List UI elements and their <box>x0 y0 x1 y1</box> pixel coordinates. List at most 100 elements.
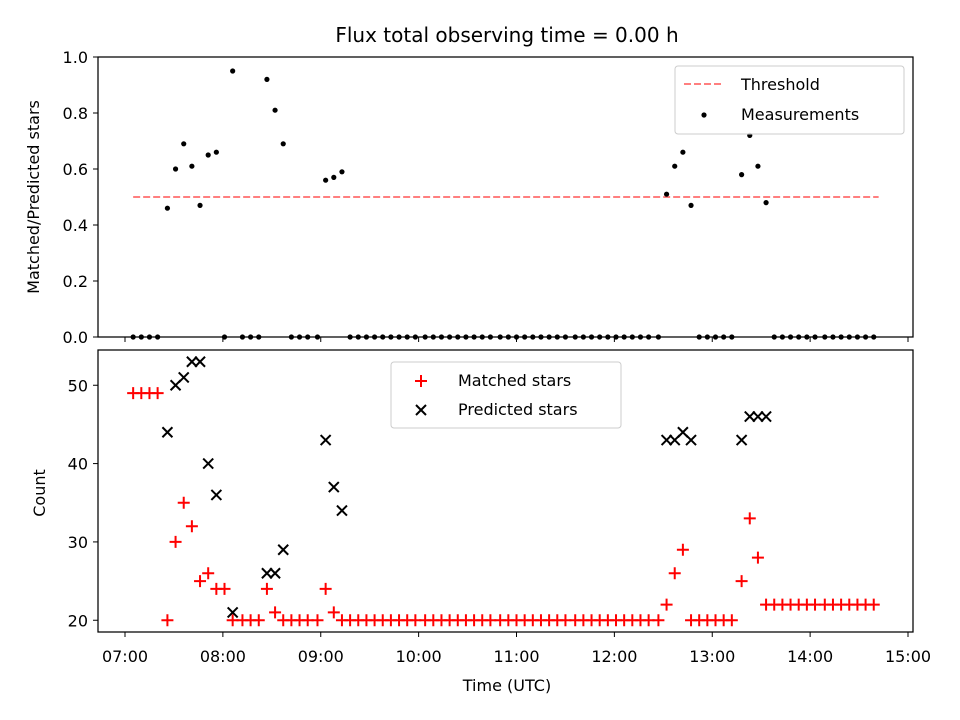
predicted-star-point <box>735 434 748 446</box>
matched-star-point <box>668 567 681 580</box>
predicted-star-point <box>194 356 206 368</box>
measurement-point <box>264 76 270 82</box>
matched-star-point <box>319 582 332 595</box>
legend-predicted-label: Predicted stars <box>458 400 578 419</box>
predicted-star-point <box>660 434 673 446</box>
matched-star-point <box>269 606 282 619</box>
bottom-y-ticks: 20 30 40 50 <box>68 376 98 630</box>
legend-measurements-swatch <box>701 112 707 118</box>
predicted-star-point <box>685 434 697 446</box>
top-y-tick-label: 0.0 <box>63 328 88 347</box>
measurement-point <box>189 163 195 169</box>
predicted-star-point <box>261 567 273 579</box>
predicted-star-point <box>178 371 190 384</box>
measurement-point <box>197 202 203 208</box>
matched-star-point <box>676 543 689 556</box>
matched-star-point <box>735 575 748 588</box>
measurement-point <box>688 202 694 208</box>
bottom-x-tick-label: 10:00 <box>396 647 442 666</box>
matched-star-point <box>751 551 764 564</box>
bottom-y-axis-label: Count <box>30 469 49 517</box>
legend-matched-label: Matched stars <box>458 371 571 390</box>
predicted-star-point <box>269 567 281 579</box>
matched-star-point <box>202 567 215 580</box>
legend-measurements-label: Measurements <box>741 105 859 124</box>
matched-star-point <box>185 520 198 533</box>
measurement-point <box>339 169 345 175</box>
legend-threshold-label: Threshold <box>740 75 820 94</box>
measurement-point <box>672 163 678 169</box>
bottom-x-tick-label: 15:00 <box>885 647 931 666</box>
top-y-axis-label: Matched/Predicted stars <box>24 100 43 294</box>
measurement-point <box>763 200 769 206</box>
predicted-star-point <box>752 410 764 423</box>
predicted-star-point <box>336 504 348 517</box>
bottom-y-tick-label: 40 <box>68 455 88 474</box>
top-legend: Threshold Measurements <box>674 65 905 135</box>
matched-star-point <box>260 582 273 595</box>
measurement-point <box>280 141 286 147</box>
top-y-ticks: 0.0 0.2 0.4 0.6 0.8 1.0 <box>63 48 98 347</box>
matched-star-point <box>177 496 190 509</box>
matched-star-point <box>652 614 665 627</box>
matched-star-point <box>743 512 756 525</box>
chart-title: Flux total observing time = 0.00 h <box>335 23 678 47</box>
matched-star-point <box>169 535 182 548</box>
top-y-tick-label: 0.6 <box>63 160 88 179</box>
bottom-y-tick-label: 30 <box>68 533 88 552</box>
matched-star-point <box>161 614 174 627</box>
x-axis-label: Time (UTC) <box>462 676 551 695</box>
top-plot-frame <box>97 56 914 338</box>
predicted-star-point <box>202 457 214 470</box>
top-legend-box <box>674 65 905 135</box>
measurement-point <box>323 177 329 183</box>
measurement-point <box>331 174 337 180</box>
matched-star-point <box>194 575 207 588</box>
bottom-x-ticks: 07:00 08:00 09:00 10:00 11:00 12:00 13:00 14:00… <box>102 632 931 666</box>
matched-star-point <box>725 614 738 627</box>
measurement-point <box>663 191 670 197</box>
predicted-star-point <box>760 410 772 423</box>
bottom-y-tick-label: 20 <box>68 611 88 630</box>
matched-stars-layer <box>127 387 880 627</box>
predicted-star-point <box>186 356 198 368</box>
predicted-star-point <box>210 489 223 501</box>
predicted-star-point <box>744 410 756 423</box>
measurement-point <box>272 107 278 113</box>
top-y-tick-label: 1.0 <box>63 48 88 67</box>
bottom-x-tick-label: 09:00 <box>298 647 344 666</box>
bottom-x-tick-label: 07:00 <box>102 647 148 666</box>
measurement-point <box>230 68 236 74</box>
top-x-ticks <box>124 337 909 342</box>
bottom-y-tick-label: 50 <box>68 376 88 395</box>
bottom-x-tick-label: 08:00 <box>200 647 246 666</box>
bottom-legend-box <box>390 361 622 429</box>
predicted-stars-layer <box>161 356 772 619</box>
bottom-x-tick-label: 14:00 <box>787 647 833 666</box>
matched-star-point <box>151 387 164 400</box>
top-y-tick-label: 0.8 <box>63 104 88 123</box>
legend-predicted-swatch <box>415 404 427 416</box>
matched-star-point <box>327 606 340 619</box>
predicted-star-point <box>226 606 239 619</box>
measurement-point <box>680 149 686 155</box>
bottom-legend: Matched stars Predicted stars <box>390 361 622 429</box>
bottom-x-tick-label: 12:00 <box>591 647 637 666</box>
measurement-point <box>213 149 219 155</box>
measurement-point <box>739 172 745 178</box>
top-y-tick-label: 0.4 <box>63 216 88 235</box>
matched-star-point <box>252 614 265 627</box>
measurement-point <box>755 163 761 169</box>
measurement-point <box>164 205 171 211</box>
predicted-star-point <box>328 481 340 493</box>
matched-star-point <box>867 598 880 611</box>
bottom-x-tick-label: 13:00 <box>689 647 735 666</box>
measurement-point <box>205 152 211 158</box>
matched-star-point <box>218 582 231 595</box>
legend-matched-swatch <box>415 375 427 387</box>
top-y-tick-label: 0.2 <box>63 272 88 291</box>
matched-star-point <box>660 598 673 611</box>
bottom-plot-frame <box>97 349 914 633</box>
measurement-point <box>181 141 187 147</box>
